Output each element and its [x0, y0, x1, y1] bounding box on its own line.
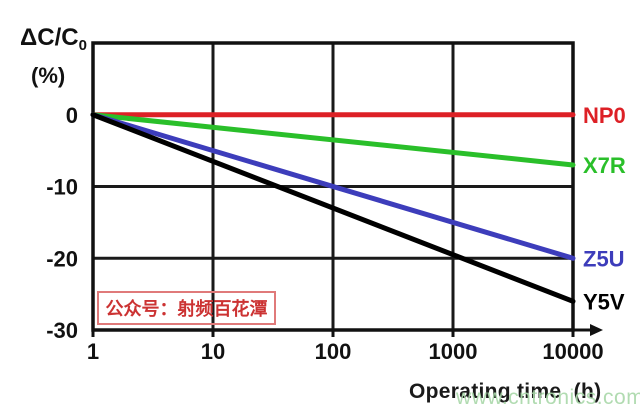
- y-axis-unit: (%): [31, 63, 66, 88]
- series-label-x7r: X7R: [583, 153, 626, 178]
- y-axis-title-subscript: 0: [78, 37, 87, 54]
- watermark-account-text: 公众号：射频百花潭: [105, 299, 268, 319]
- y-tick-label--10: -10: [46, 175, 78, 200]
- y-tick-label-0: 0: [66, 103, 78, 128]
- x-axis-title: Operating time (h): [409, 380, 602, 403]
- y-tick-label--20: -20: [46, 246, 78, 271]
- plot-border: [91, 41, 575, 332]
- watermark-site: www.cntronics.com: [456, 386, 640, 409]
- y-axis-title: ΔC/C0: [20, 24, 87, 54]
- series-line-z5u: [90, 112, 576, 261]
- series-line-x7r: [90, 112, 576, 168]
- y-tick-label--30: -30: [46, 318, 78, 343]
- series-label-z5u: Z5U: [583, 246, 625, 271]
- series-label-y5v: Y5V: [583, 289, 625, 314]
- watermark-box: 公众号：射频百花潭: [97, 291, 276, 325]
- x-tick-label-10: 10: [201, 339, 225, 364]
- x-tick-label-10000: 10000: [542, 339, 603, 364]
- x-tick-label-100: 100: [315, 339, 352, 364]
- series-label-np0: NP0: [583, 103, 626, 128]
- series-line-y5v: [90, 112, 576, 304]
- x-tick-label-1: 1: [87, 339, 99, 364]
- x-axis-arrow-head: [590, 324, 603, 336]
- y-axis-title-main: ΔC/C: [20, 24, 79, 51]
- x-tick-label-1000: 1000: [429, 339, 478, 364]
